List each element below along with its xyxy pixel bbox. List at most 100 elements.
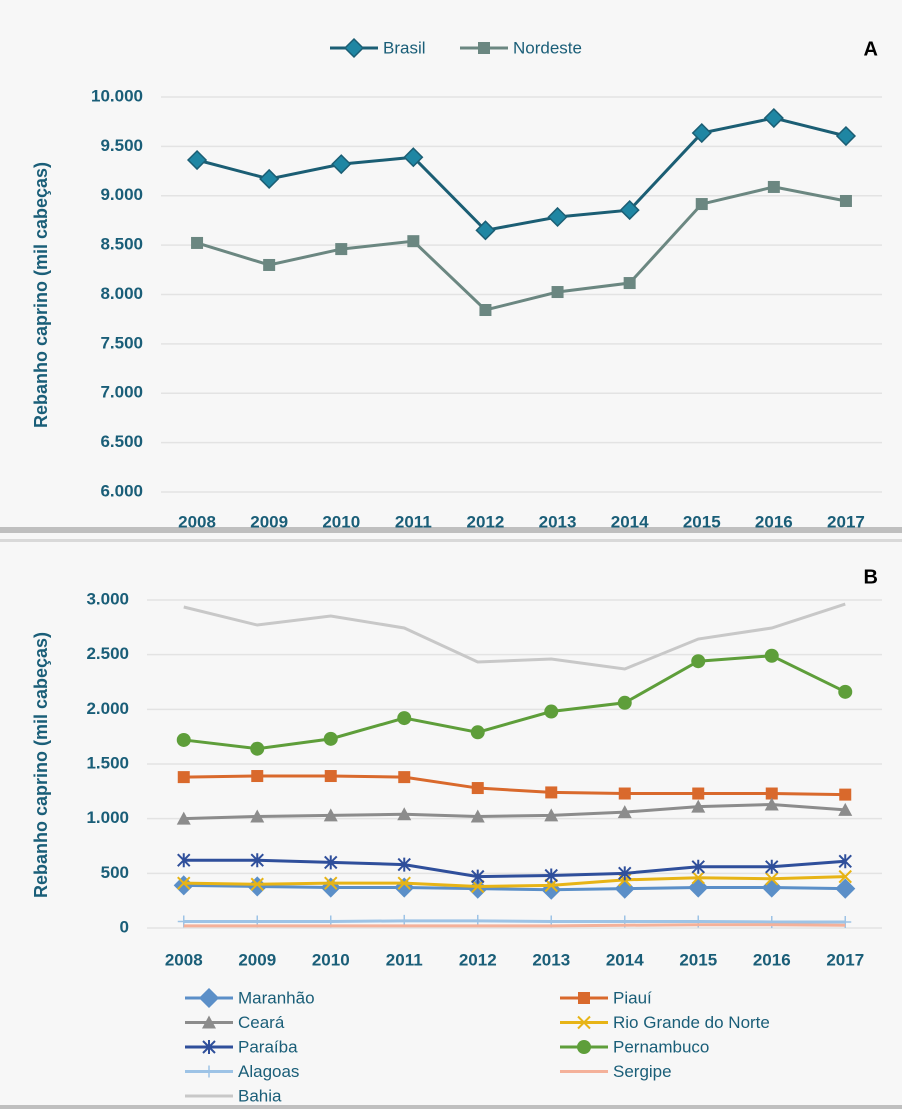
marker: [695, 198, 708, 211]
series-line: [183, 883, 846, 892]
legend-label: Nordeste: [513, 38, 582, 57]
panel-divider: [0, 539, 902, 542]
panel-divider: [0, 527, 902, 533]
y-tick-label: 9.500: [100, 136, 143, 155]
legend-marker: [578, 992, 590, 1004]
series-line: [183, 602, 846, 671]
marker: [397, 876, 411, 890]
legend-label: Paraíba: [238, 1037, 298, 1056]
x-tick-label: 2010: [312, 950, 350, 969]
y-tick-label: 7.000: [100, 383, 143, 402]
y-tick-label: 3.000: [86, 589, 129, 608]
marker: [691, 654, 706, 669]
marker: [617, 805, 632, 819]
x-tick-label: 2014: [606, 950, 644, 969]
legend-marker: [202, 1040, 216, 1054]
marker: [618, 787, 631, 800]
y-tick-label: 6.500: [100, 432, 143, 451]
marker: [176, 811, 191, 825]
marker: [397, 857, 411, 872]
x-tick-label: 2016: [753, 950, 791, 969]
marker: [335, 243, 348, 256]
x-tick-label: 2009: [238, 950, 276, 969]
x-tick-label: 2008: [178, 512, 216, 531]
marker: [544, 704, 559, 719]
marker: [835, 125, 857, 147]
legend-label: Bahia: [238, 1086, 282, 1105]
legend-marker: [198, 987, 220, 1009]
y-axis-label: Rebanho caprino (mil cabeças): [31, 632, 51, 898]
marker: [765, 787, 778, 800]
marker: [471, 869, 485, 884]
marker: [407, 235, 420, 248]
series-line: [183, 919, 846, 924]
marker: [545, 786, 558, 799]
marker: [839, 788, 852, 801]
marker: [470, 725, 485, 740]
legend-marker: [203, 1065, 215, 1078]
marker: [331, 154, 352, 175]
x-tick-label: 2013: [532, 950, 570, 969]
legend-label: Rio Grande do Norte: [613, 1013, 770, 1032]
x-tick-label: 2015: [679, 950, 717, 969]
x-tick-label: 2011: [395, 512, 432, 531]
y-tick-label: 7.500: [100, 333, 143, 352]
x-tick-label: 2016: [755, 512, 793, 531]
marker: [765, 859, 779, 874]
marker: [471, 879, 485, 894]
legend-label: Alagoas: [238, 1062, 299, 1081]
marker: [397, 711, 412, 726]
marker: [838, 854, 852, 869]
marker: [691, 799, 706, 813]
marker: [619, 200, 640, 221]
marker: [838, 869, 852, 884]
y-tick-label: 8.000: [100, 284, 143, 303]
marker: [398, 771, 411, 784]
marker: [250, 741, 265, 756]
marker: [618, 866, 632, 881]
x-tick-label: 2011: [386, 950, 423, 969]
series-line: [183, 802, 846, 821]
marker: [471, 782, 484, 795]
y-axis-label: Rebanho caprino (mil cabeças): [31, 162, 51, 428]
marker: [691, 122, 712, 144]
x-tick-label: 2013: [539, 512, 577, 531]
x-tick-label: 2015: [683, 512, 721, 531]
marker: [764, 797, 779, 811]
legend-label: Brasil: [383, 38, 426, 57]
marker: [250, 809, 265, 823]
y-tick-label: 1.000: [86, 808, 129, 827]
marker: [765, 872, 779, 886]
marker: [475, 220, 496, 241]
legend-marker: [577, 1040, 591, 1054]
marker: [176, 732, 191, 747]
legend-marker: [478, 42, 490, 54]
marker: [324, 770, 337, 783]
marker: [763, 107, 784, 129]
legend-label: Maranhão: [238, 988, 315, 1007]
marker: [324, 876, 338, 890]
marker: [323, 808, 338, 822]
marker: [191, 236, 204, 249]
y-tick-label: 500: [101, 863, 129, 882]
y-tick-label: 8.500: [100, 235, 143, 254]
panel-label: A: [864, 38, 878, 60]
y-tick-label: 0: [120, 917, 129, 936]
x-tick-label: 2017: [827, 512, 865, 531]
legend-label: Ceará: [238, 1013, 285, 1032]
series-line: [183, 858, 846, 879]
marker: [692, 787, 705, 800]
marker: [544, 868, 558, 883]
marker: [177, 853, 191, 868]
marker: [250, 877, 264, 891]
marker: [250, 853, 264, 868]
x-tick-label: 2010: [322, 512, 360, 531]
x-tick-label: 2012: [459, 950, 497, 969]
x-tick-label: 2017: [826, 950, 864, 969]
marker: [617, 695, 632, 710]
y-tick-label: 2.000: [86, 699, 129, 718]
y-tick-label: 6.000: [100, 481, 143, 500]
panel-label: B: [864, 566, 878, 588]
marker: [547, 206, 568, 228]
